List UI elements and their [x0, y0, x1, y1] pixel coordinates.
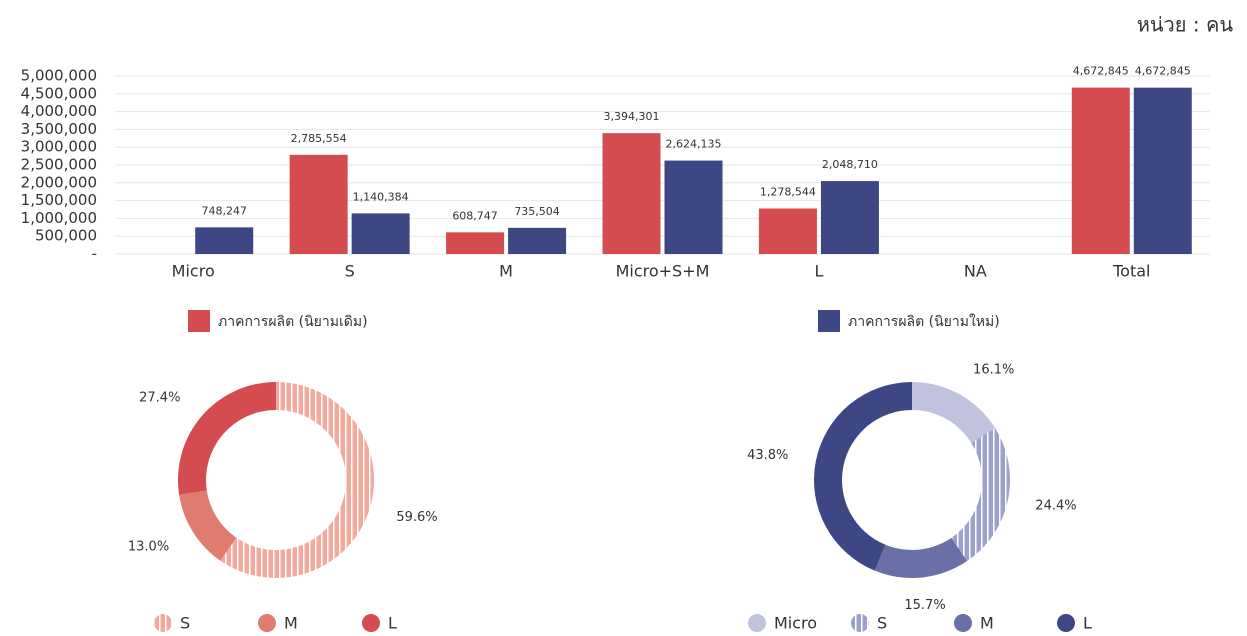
legend-swatch: [188, 310, 210, 332]
y-tick-label: 3,000,000: [21, 138, 97, 156]
x-tick-label: M: [499, 262, 513, 281]
bar-value-label: 748,247: [201, 204, 247, 217]
y-tick-label: 4,000,000: [21, 102, 97, 120]
bar-value-label: 1,140,384: [353, 190, 409, 203]
bar: [1071, 87, 1130, 254]
bar: [289, 154, 348, 254]
bar-value-label: 2,624,135: [666, 138, 722, 151]
y-tick-label: 1,000,000: [21, 209, 97, 227]
legend-marker: [362, 614, 380, 632]
slice-label: 43.8%: [747, 448, 788, 463]
legend-marker: [258, 614, 276, 632]
legend-label: L: [1083, 614, 1092, 633]
x-tick-label: Micro+S+M: [616, 262, 710, 281]
bar-value-label: 1,278,544: [760, 185, 816, 198]
donut-slice: [179, 490, 237, 561]
donut-slice: [220, 382, 374, 578]
y-tick-label: 2,000,000: [21, 173, 97, 191]
bar-value-label: 2,048,710: [822, 158, 878, 171]
bar: [820, 181, 879, 254]
bar-value-label: 2,785,554: [291, 132, 347, 145]
slice-label: 59.6%: [396, 510, 437, 525]
bar: [602, 133, 661, 254]
legend-label: Micro: [774, 614, 817, 633]
donut-slice: [814, 382, 912, 571]
bar: [664, 160, 723, 254]
legend-marker: [1057, 614, 1075, 632]
y-tick-label: 500,000: [35, 227, 97, 245]
donut-slice: [177, 382, 276, 495]
bar: [195, 227, 254, 254]
y-tick-label: -: [92, 245, 97, 263]
bar-value-label: 608,747: [452, 209, 498, 222]
x-tick-label: Micro: [172, 262, 215, 281]
legend-marker: [954, 614, 972, 632]
donut-slice: [951, 428, 1011, 562]
unit-label: หน่วย : คน: [1137, 13, 1234, 37]
legend-marker: [851, 614, 869, 632]
bar-value-label: 4,672,845: [1073, 65, 1129, 78]
donut-slice: [912, 382, 996, 443]
legend-label: ภาคการผลิต (นิยามใหม่): [848, 313, 1000, 330]
slice-label: 27.4%: [139, 390, 180, 405]
bar-value-label: 3,394,301: [604, 110, 660, 123]
bar-value-label: 4,672,845: [1135, 65, 1191, 78]
legend-swatch: [818, 310, 840, 332]
slice-label: 13.0%: [128, 539, 169, 554]
y-tick-label: 4,500,000: [21, 84, 97, 102]
bar: [508, 227, 567, 254]
slice-label: 24.4%: [1035, 498, 1076, 513]
bar-value-label: 735,504: [514, 205, 560, 218]
x-tick-label: NA: [964, 262, 987, 281]
x-tick-label: Total: [1112, 262, 1150, 281]
legend-label: ภาคการผลิต (นิยามเดิม): [218, 314, 368, 330]
bar: [351, 213, 410, 254]
legend-label: S: [877, 614, 887, 633]
bar: [446, 232, 505, 254]
y-tick-label: 1,500,000: [21, 191, 97, 209]
y-tick-label: 5,000,000: [21, 67, 97, 85]
legend-marker: [154, 614, 172, 632]
bar: [1133, 87, 1192, 254]
legend-label: L: [388, 614, 397, 633]
slice-label: 16.1%: [973, 362, 1014, 377]
legend-marker: [748, 614, 766, 632]
x-tick-label: S: [345, 262, 355, 281]
y-tick-label: 3,500,000: [21, 120, 97, 138]
bar: [758, 208, 817, 254]
x-tick-label: L: [814, 262, 823, 281]
legend-label: S: [180, 614, 190, 633]
slice-label: 15.7%: [904, 598, 945, 613]
donut-slice: [874, 537, 968, 578]
legend-label: M: [284, 614, 298, 633]
y-tick-label: 2,500,000: [21, 156, 97, 174]
legend-label: M: [980, 614, 994, 633]
